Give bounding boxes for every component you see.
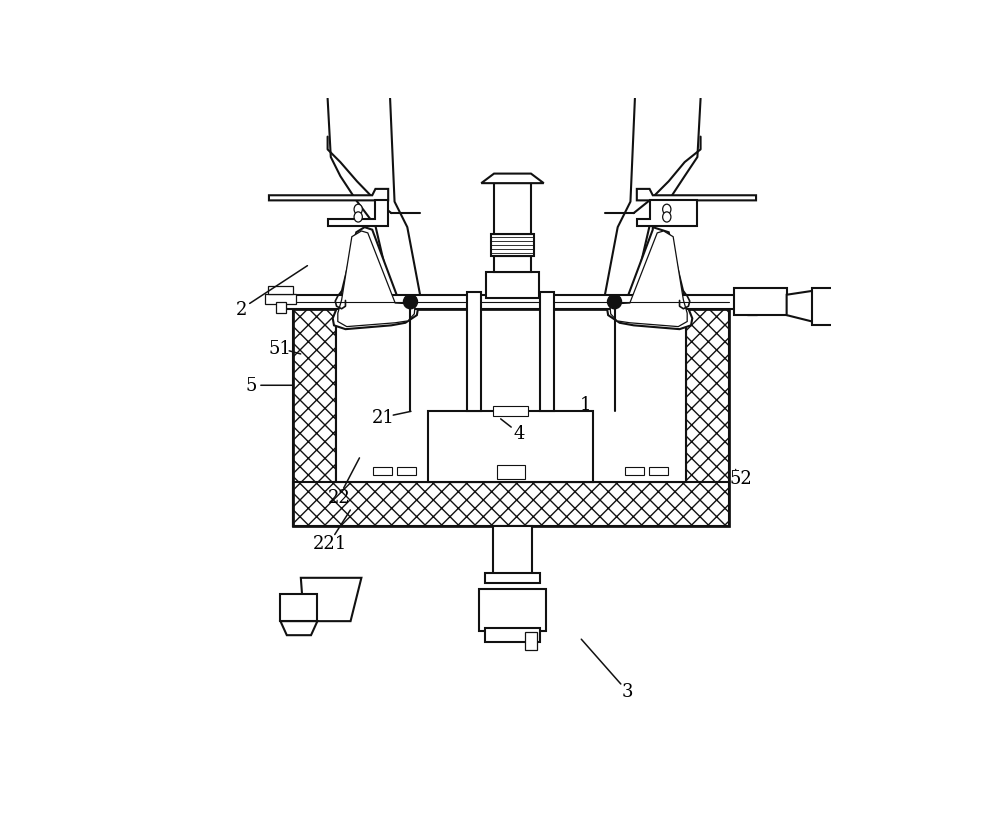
Polygon shape <box>610 232 687 327</box>
Polygon shape <box>338 232 415 327</box>
Bar <box>491 235 534 257</box>
Bar <box>479 590 546 631</box>
Bar <box>286 295 736 309</box>
Bar <box>493 406 528 416</box>
Bar <box>373 467 392 475</box>
Bar <box>649 467 668 475</box>
Bar <box>747 305 757 316</box>
Bar <box>739 289 764 297</box>
Bar <box>265 294 296 304</box>
Bar <box>812 289 860 326</box>
Bar <box>625 467 644 475</box>
Polygon shape <box>481 174 544 184</box>
Bar <box>734 289 787 316</box>
Text: 3: 3 <box>622 682 633 700</box>
Ellipse shape <box>663 205 671 215</box>
Text: 52: 52 <box>729 469 752 487</box>
Bar <box>493 526 532 576</box>
Bar <box>857 289 863 326</box>
Polygon shape <box>787 292 812 322</box>
Text: 5: 5 <box>245 377 257 394</box>
Polygon shape <box>269 189 388 201</box>
Polygon shape <box>301 578 361 621</box>
Text: 2: 2 <box>236 300 247 318</box>
Bar <box>467 292 481 411</box>
Bar <box>486 273 539 299</box>
Ellipse shape <box>354 205 362 215</box>
Text: 4: 4 <box>513 424 525 442</box>
Bar <box>525 632 537 650</box>
Circle shape <box>403 295 418 309</box>
Bar <box>494 184 531 235</box>
Text: 1: 1 <box>580 396 592 414</box>
Bar <box>497 466 525 480</box>
Bar <box>293 483 729 526</box>
Polygon shape <box>637 189 756 201</box>
Text: 51: 51 <box>268 340 291 358</box>
Bar <box>485 573 540 583</box>
Bar <box>428 411 593 483</box>
Bar <box>293 309 336 526</box>
Polygon shape <box>280 621 317 635</box>
Polygon shape <box>333 228 418 330</box>
Text: 22: 22 <box>328 488 350 506</box>
Bar <box>293 309 729 526</box>
Circle shape <box>607 295 622 309</box>
Polygon shape <box>637 201 697 227</box>
Bar <box>485 628 540 642</box>
Bar <box>686 309 729 526</box>
Bar <box>397 467 416 475</box>
Bar <box>336 309 686 483</box>
Bar <box>268 287 293 294</box>
Bar <box>280 595 317 621</box>
Polygon shape <box>328 201 388 227</box>
Ellipse shape <box>354 213 362 222</box>
Bar <box>540 292 554 411</box>
Ellipse shape <box>663 213 671 222</box>
Polygon shape <box>607 228 692 330</box>
Bar <box>739 297 770 307</box>
Bar <box>494 257 531 273</box>
Text: 21: 21 <box>372 409 395 427</box>
Text: 221: 221 <box>312 534 347 552</box>
Bar <box>276 303 286 313</box>
